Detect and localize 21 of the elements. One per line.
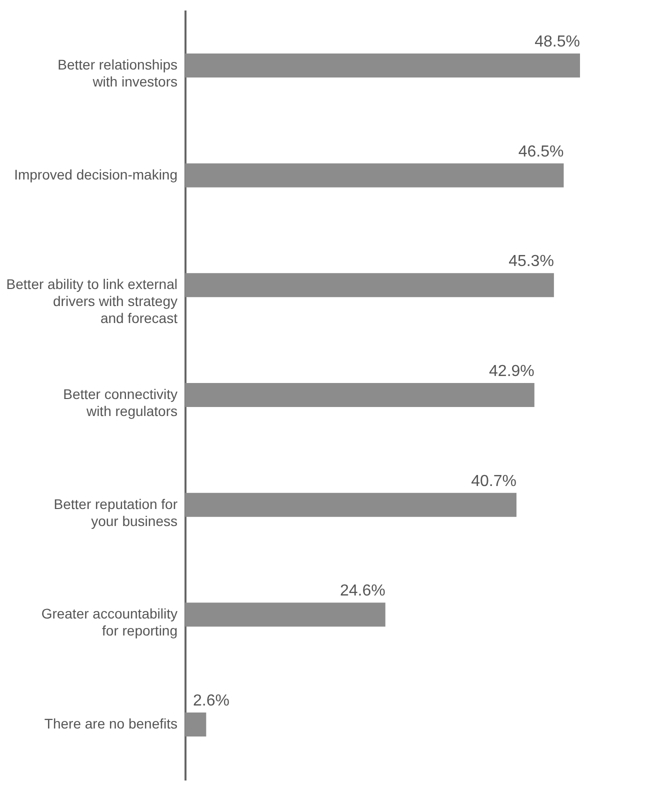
bar <box>185 53 580 78</box>
bar <box>185 602 386 627</box>
data-label: 24.6% <box>340 582 386 600</box>
data-label: 40.7% <box>471 472 516 490</box>
data-label: 45.3% <box>508 253 554 270</box>
y-tick-label: Better relationships with investors <box>58 56 178 90</box>
y-tick-label: There are no benefits <box>44 716 178 732</box>
y-tick-label: Better reputation for your business <box>54 496 178 529</box>
data-label: 42.9% <box>489 363 534 380</box>
bar <box>185 383 534 407</box>
bar <box>185 163 564 188</box>
bar <box>185 492 516 517</box>
y-tick-label: Improved decision-making <box>14 166 178 182</box>
bar <box>185 712 206 737</box>
data-label: 48.5% <box>534 33 580 50</box>
y-tick-label: Better connectivity with regulators <box>63 386 178 419</box>
data-label: 2.6% <box>193 692 230 710</box>
y-tick-label: Better ability to link external drivers with strategy and forecast <box>6 276 178 326</box>
data-label: 46.5% <box>518 143 564 160</box>
y-tick-label: Greater accountability for reporting <box>41 606 178 639</box>
bar <box>185 273 554 298</box>
